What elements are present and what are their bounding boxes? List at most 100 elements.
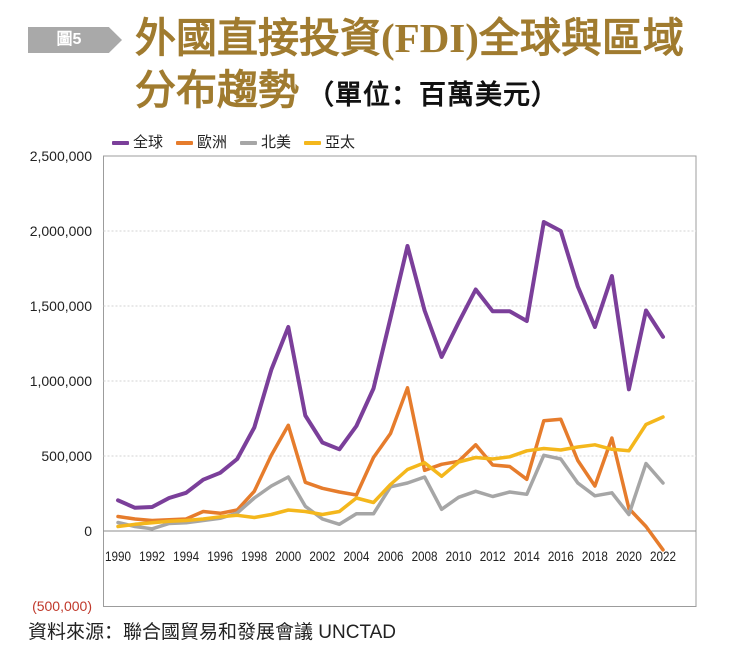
data-point-north-america xyxy=(474,489,478,493)
data-point-global xyxy=(116,498,120,502)
data-point-north-america xyxy=(303,504,307,508)
data-point-north-america xyxy=(116,521,120,524)
data-point-asia-pacific xyxy=(321,513,324,516)
data-point-asia-pacific xyxy=(133,522,137,526)
data-point-europe xyxy=(218,511,222,515)
data-point-asia-pacific xyxy=(116,525,120,528)
y-tick-label: 1,500,000 xyxy=(30,298,92,314)
data-point-asia-pacific xyxy=(184,519,188,522)
x-tick-label: 2016 xyxy=(548,548,574,564)
data-point-europe xyxy=(338,490,341,494)
data-point-north-america xyxy=(491,495,495,498)
data-point-europe xyxy=(355,493,358,497)
x-tick-label: 2012 xyxy=(480,548,506,564)
data-point-asia-pacific xyxy=(627,449,631,453)
x-tick-label: 1992 xyxy=(139,548,165,564)
legend-item-global: 全球 xyxy=(112,134,163,152)
data-point-north-america xyxy=(576,481,580,485)
data-point-europe xyxy=(440,462,443,466)
data-point-asia-pacific xyxy=(508,455,512,459)
data-point-global xyxy=(303,414,307,417)
data-point-north-america xyxy=(440,507,443,511)
data-point-north-america xyxy=(559,457,563,461)
data-point-asia-pacific xyxy=(661,415,665,419)
data-point-europe xyxy=(389,432,392,435)
x-tick-label: 2014 xyxy=(514,548,540,564)
data-point-europe xyxy=(201,510,205,513)
data-point-global xyxy=(201,478,205,482)
axis-tick-labels: 2,500,000 2,000,000 1,500,000 1,000,000 500,… xyxy=(30,148,676,614)
data-point-north-america xyxy=(338,522,341,526)
series-lines xyxy=(116,220,665,552)
data-point-north-america xyxy=(508,490,512,494)
data-point-global xyxy=(338,447,341,451)
legend-swatch-global xyxy=(112,141,129,145)
data-point-europe xyxy=(559,417,563,421)
data-point-north-america xyxy=(627,513,631,516)
data-point-europe xyxy=(644,525,648,528)
data-point-global xyxy=(661,335,665,339)
x-tick-label: 1996 xyxy=(207,548,233,564)
figure-number: 圖5 xyxy=(56,31,82,48)
data-point-europe xyxy=(286,423,290,427)
legend-swatch-north-america xyxy=(240,141,258,145)
data-point-global xyxy=(508,309,512,313)
data-point-global xyxy=(167,496,171,500)
data-point-global xyxy=(235,457,239,461)
data-point-global xyxy=(321,441,324,444)
x-tick-label: 2000 xyxy=(275,548,301,564)
y-tick-label: 500,000 xyxy=(41,448,92,464)
data-point-global xyxy=(610,274,614,278)
unit-note: （單位：百萬美元） xyxy=(307,80,559,110)
data-point-north-america xyxy=(423,475,426,479)
data-point-global xyxy=(559,229,563,233)
data-point-north-america xyxy=(542,453,546,457)
data-point-asia-pacific xyxy=(610,447,614,451)
data-point-global xyxy=(474,288,478,291)
data-point-global xyxy=(440,355,443,359)
data-point-asia-pacific xyxy=(218,515,222,519)
x-tick-label: 1998 xyxy=(241,548,267,564)
chart-title-line-2: 分布趨勢 （單位：百萬美元） xyxy=(135,64,684,121)
data-point-global xyxy=(184,491,188,495)
legend-label-global: 全球 xyxy=(133,134,164,151)
legend-label-asia-pacific: 亞太 xyxy=(325,134,356,151)
data-point-asia-pacific xyxy=(372,501,375,504)
x-tick-label: 2004 xyxy=(343,548,369,564)
gridlines xyxy=(103,230,696,532)
data-point-asia-pacific xyxy=(286,508,290,512)
data-point-asia-pacific xyxy=(457,460,460,464)
data-point-asia-pacific xyxy=(559,448,563,452)
data-point-europe xyxy=(508,465,512,468)
data-point-europe xyxy=(321,486,324,490)
x-tick-label: 1994 xyxy=(173,548,199,564)
legend-label-north-america: 北美 xyxy=(261,134,292,151)
series-asia-pacific xyxy=(116,415,665,529)
x-tick-label: 2010 xyxy=(446,548,472,564)
data-point-asia-pacific xyxy=(167,519,171,523)
data-point-asia-pacific xyxy=(150,521,154,525)
legend-item-north-america: 北美 xyxy=(240,134,291,152)
legend-swatch-europe xyxy=(176,141,194,145)
data-point-north-america xyxy=(610,491,614,495)
data-point-global xyxy=(644,309,648,312)
data-point-north-america xyxy=(406,481,409,485)
data-point-asia-pacific xyxy=(303,510,307,513)
data-point-europe xyxy=(542,419,546,423)
data-point-asia-pacific xyxy=(542,447,546,450)
data-point-global xyxy=(355,424,358,428)
x-tick-label: 1990 xyxy=(105,548,131,564)
legend-label-europe: 歐洲 xyxy=(197,134,228,151)
data-point-global xyxy=(133,506,137,510)
data-point-global xyxy=(406,244,409,248)
y-tick-label: (500,000) xyxy=(32,598,92,614)
data-point-global xyxy=(252,426,256,429)
data-point-global xyxy=(593,325,597,329)
x-tick-label: 2018 xyxy=(582,548,608,564)
data-point-asia-pacific xyxy=(593,443,597,447)
legend-item-europe: 歐洲 xyxy=(176,134,227,152)
data-point-asia-pacific xyxy=(252,516,256,519)
data-point-north-america xyxy=(644,462,648,465)
data-point-north-america xyxy=(286,475,290,479)
